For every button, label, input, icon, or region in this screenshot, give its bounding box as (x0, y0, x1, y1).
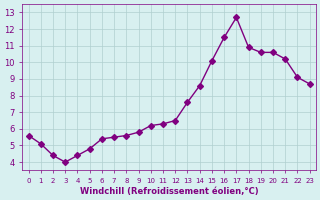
X-axis label: Windchill (Refroidissement éolien,°C): Windchill (Refroidissement éolien,°C) (80, 187, 259, 196)
